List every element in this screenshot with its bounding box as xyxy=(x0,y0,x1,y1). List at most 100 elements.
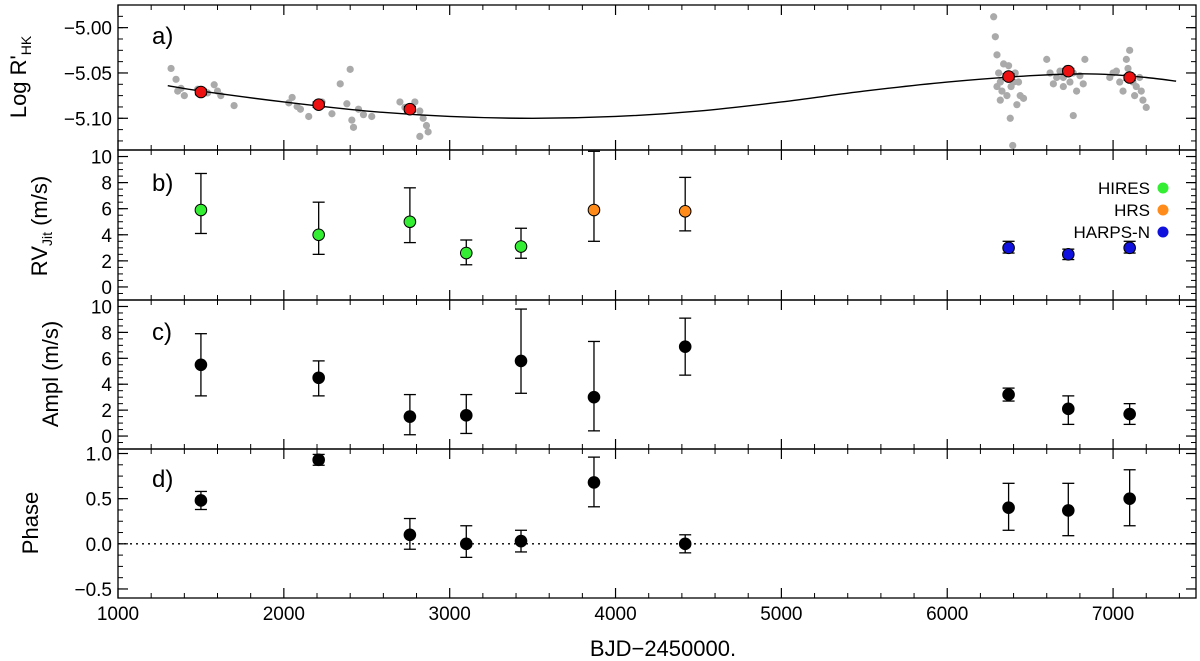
raw-data-point xyxy=(416,107,424,115)
amplitude-point xyxy=(514,354,528,368)
rv-jitter-point xyxy=(459,246,473,260)
rv-jitter-point xyxy=(1123,241,1136,255)
xtick-label: 3000 xyxy=(429,604,471,625)
raw-data-point xyxy=(305,112,313,121)
raw-data-point xyxy=(346,65,354,73)
raw-data-point xyxy=(1122,55,1130,63)
rv-jitter-point xyxy=(514,240,528,253)
raw-data-point xyxy=(411,98,419,106)
raw-data-point xyxy=(993,51,1001,59)
ytick-label: 10 xyxy=(91,297,112,318)
panel-c-label: c) xyxy=(152,319,172,346)
phase-point xyxy=(1061,504,1075,517)
amplitude-point xyxy=(312,371,325,385)
phase-point xyxy=(194,494,208,507)
phase-point xyxy=(678,537,692,551)
amplitude-point xyxy=(194,358,208,372)
legend-marker xyxy=(1157,226,1169,238)
panel-d-label: d) xyxy=(152,466,173,493)
panel-c-amplitude: c) Ampl (m/s) 0 2 4 6 8 10 xyxy=(38,297,1197,450)
legend-marker xyxy=(1157,182,1169,194)
panel-a-frame xyxy=(117,4,1197,151)
raw-data-point xyxy=(1139,96,1147,104)
raw-data-point xyxy=(1003,92,1011,100)
raw-data-point xyxy=(336,80,344,88)
raw-data-point xyxy=(1019,94,1028,102)
raw-data-point xyxy=(1069,111,1077,120)
panel-a-label: a) xyxy=(152,23,173,50)
raw-data-point xyxy=(424,128,432,136)
phase-point xyxy=(587,476,601,489)
raw-data-point xyxy=(1112,67,1120,75)
ytick-label: 6 xyxy=(101,200,112,221)
ytick-label: 0.5 xyxy=(86,490,112,511)
rv-jitter-point xyxy=(1061,248,1075,261)
panel-b-frame xyxy=(117,149,1197,301)
phase-point xyxy=(1123,492,1136,505)
raw-data-point xyxy=(1004,62,1013,70)
ytick-label: −0.5 xyxy=(74,580,112,601)
raw-data-point xyxy=(1072,87,1081,95)
ytick-label: 0 xyxy=(101,278,112,299)
raw-data-point xyxy=(1049,80,1057,88)
raw-data-point xyxy=(1009,141,1017,150)
ytick-label: 0 xyxy=(101,427,112,448)
raw-data-point xyxy=(349,123,358,131)
amplitude-point xyxy=(403,410,417,423)
raw-data-point xyxy=(180,92,188,100)
raw-data-point xyxy=(1066,78,1074,86)
raw-data-point xyxy=(1081,55,1089,63)
raw-data-point xyxy=(1006,114,1014,122)
raw-data-point xyxy=(296,105,305,113)
raw-data-point xyxy=(422,121,431,130)
legend: HIRES HRS HARPS-N xyxy=(1073,179,1169,242)
raw-data-point xyxy=(998,87,1006,95)
phase-point xyxy=(403,528,417,542)
raw-data-point xyxy=(1131,92,1139,100)
raw-data-point xyxy=(172,75,180,83)
ytick-label: 10 xyxy=(91,148,112,169)
raw-data-point xyxy=(996,96,1004,104)
legend-marker xyxy=(1157,204,1169,216)
xtick-label: 2000 xyxy=(263,604,305,625)
legend-label: HRS xyxy=(1114,201,1150,220)
panel-d-frame xyxy=(117,448,1197,599)
raw-data-point xyxy=(1132,82,1140,91)
x-axis-label: BJD−2450000. xyxy=(590,636,736,661)
binned-data-point xyxy=(194,85,208,99)
legend-label: HARPS-N xyxy=(1073,223,1150,242)
amplitude-point xyxy=(1123,407,1136,421)
raw-data-point xyxy=(368,112,376,121)
raw-data-point xyxy=(416,132,424,141)
rv-jitter-point xyxy=(312,228,325,242)
rv-jitter-point xyxy=(1002,241,1015,255)
xtick-label: 4000 xyxy=(594,604,636,625)
rv-jitter-point xyxy=(678,205,692,218)
raw-data-point xyxy=(210,81,218,89)
raw-data-point xyxy=(348,116,356,124)
panel-b-ylabel: RVJit (m/s) xyxy=(27,176,55,276)
raw-data-point xyxy=(359,111,368,119)
panel-d-phase: d) Phase BJD−2450000. −0.5 0.0 0.5 1.0 1000 2… xyxy=(18,445,1197,661)
rv-jitter-point xyxy=(403,215,417,229)
raw-data-point xyxy=(1059,82,1067,91)
xtick-label: 7000 xyxy=(1092,604,1134,625)
raw-data-point xyxy=(991,33,999,41)
xtick-label: 1000 xyxy=(97,604,139,625)
raw-data-point xyxy=(419,114,427,122)
rv-jitter-point xyxy=(587,203,601,217)
raw-data-point xyxy=(1137,87,1145,95)
raw-data-point xyxy=(1119,87,1127,95)
panel-a-log-rhk: a) Log R'HK −5.10 −5.05 −5.00 xyxy=(6,4,1197,151)
xtick-label: 5000 xyxy=(760,604,802,625)
raw-data-point xyxy=(1142,103,1150,112)
raw-data-point xyxy=(1116,78,1124,86)
raw-data-point xyxy=(990,13,998,21)
panel-d-ylabel: Phase xyxy=(18,492,43,554)
raw-data-point xyxy=(1014,78,1023,86)
phase-point xyxy=(1002,501,1015,514)
raw-data-point xyxy=(1056,67,1064,75)
raw-data-point xyxy=(1013,101,1021,109)
raw-data-point xyxy=(995,69,1003,77)
